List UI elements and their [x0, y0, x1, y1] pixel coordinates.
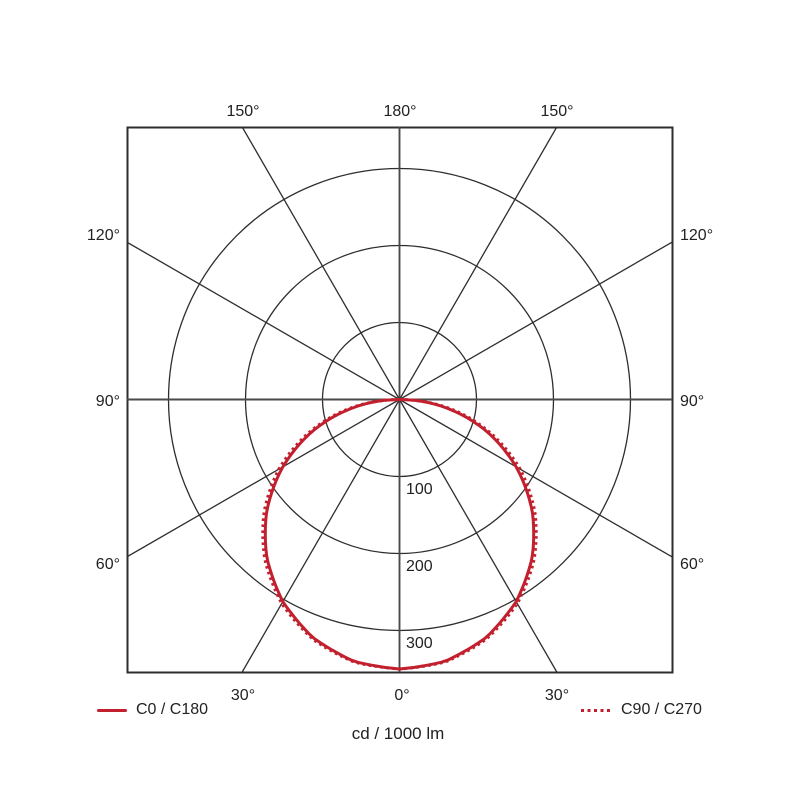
angle-label-bottom-left: 30° [231, 687, 255, 704]
legend-label: C90 / C270 [621, 701, 702, 718]
intensity-curves [261, 398, 538, 671]
legend-item-c90-c270: C90 / C270 [581, 701, 702, 719]
angle-label-right-90: 90° [680, 393, 704, 410]
polar-spoke [241, 126, 401, 400]
ring-label-200: 200 [406, 558, 433, 575]
angle-label-bottom-right: 30° [545, 687, 569, 704]
ring-label-100: 100 [406, 481, 433, 498]
polar-spoke [399, 398, 673, 558]
legend-item-c0-c180: C0 / C180 [97, 701, 208, 719]
curve-c90-c270 [261, 398, 538, 671]
angle-label-top-right: 150° [540, 103, 573, 120]
angle-label-right-120: 120° [680, 227, 713, 244]
solid-line-swatch-icon [97, 708, 127, 712]
polar-spoke [398, 126, 558, 400]
angle-label-left-120: 120° [87, 227, 120, 244]
angle-label-top-center: 180° [383, 103, 416, 120]
ring-label-300: 300 [406, 635, 433, 652]
polar-grid [126, 126, 673, 673]
dotted-line-swatch-icon [581, 708, 612, 712]
polar-spoke [126, 241, 400, 401]
angle-label-left-60: 60° [96, 556, 120, 573]
polar-spoke [126, 398, 400, 558]
polar-spoke [398, 399, 558, 673]
angle-label-right-60: 60° [680, 556, 704, 573]
polar-spoke [399, 241, 673, 401]
angle-label-bottom-center: 0° [394, 687, 409, 704]
legend-label: C0 / C180 [136, 701, 209, 718]
units-caption: cd / 1000 lm [351, 724, 445, 743]
polar-spoke [241, 399, 401, 673]
angle-label-left-90: 90° [96, 393, 120, 410]
angle-label-top-left: 150° [226, 103, 259, 120]
